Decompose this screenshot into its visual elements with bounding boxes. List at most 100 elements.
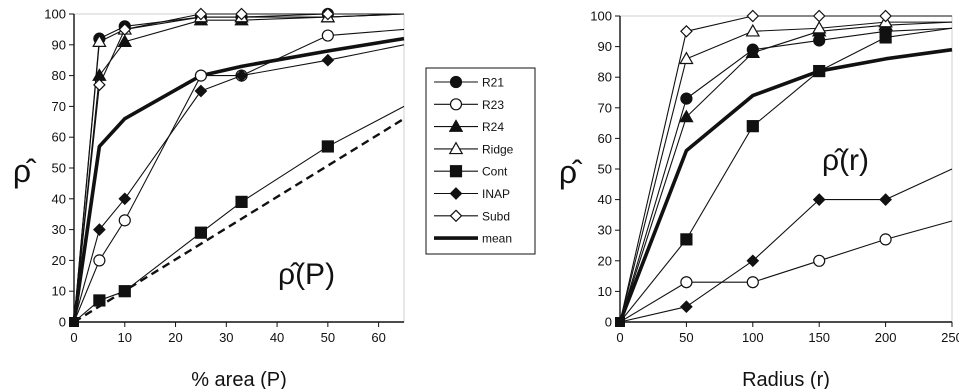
- left-annotation: ρ̂(P): [278, 258, 335, 291]
- right-point-inap: [879, 193, 892, 206]
- left-point-ridge: [92, 34, 107, 47]
- right-point-cont: [746, 120, 759, 133]
- left-series-line-ridge: [73, 13, 405, 323]
- left-x-tick-label: 0: [70, 330, 77, 345]
- legend-label-r21: R21: [482, 76, 504, 90]
- left-point-r23: [93, 254, 106, 267]
- left-x-tick-label: 20: [168, 330, 182, 345]
- right-x-tick-label: 150: [808, 330, 830, 345]
- left-point-cont: [194, 226, 208, 239]
- right-annotation: ρ̂(r): [822, 144, 869, 177]
- legend-marker-r21: [449, 75, 463, 89]
- left-y-tick-label: 80: [52, 68, 66, 83]
- legend-label-r23: R23: [482, 98, 504, 112]
- right-point-r23: [813, 254, 826, 267]
- left-y-tick-label: 50: [52, 161, 66, 176]
- right-y-tick-label: 90: [598, 39, 612, 54]
- right-y-tick-label: 0: [605, 315, 612, 330]
- left-x-tick-label: 50: [321, 330, 335, 345]
- right-y-tick-label: 100: [590, 9, 612, 24]
- right-y-tick-label: 30: [598, 223, 612, 238]
- right-point-inap: [812, 193, 826, 206]
- left-y-tick-label: 10: [52, 284, 66, 299]
- right-point-r21: [680, 92, 693, 105]
- left-y-tick-label: 0: [59, 315, 66, 330]
- legend-label-inap: INAP: [482, 187, 510, 201]
- left-x-tick-label: 30: [219, 330, 233, 345]
- left-point-subd: [235, 7, 248, 21]
- chart-rho-vs-radius: 0 10 20 30 40 50 60 70 80 90 100 0 50 100 150 200 250 Rad…: [559, 9, 959, 389]
- right-point-subd: [746, 9, 760, 23]
- right-point-r24: [679, 109, 694, 123]
- right-origin-point: [615, 317, 625, 327]
- right-y-tick-label: 80: [598, 70, 612, 85]
- right-point-cont: [879, 31, 892, 44]
- left-point-inap: [235, 69, 248, 82]
- right-point-subd: [812, 9, 826, 23]
- left-y-tick-label: 30: [52, 222, 66, 237]
- right-y-tick-label: 60: [598, 131, 612, 146]
- legend-label-ridge: Ridge: [482, 142, 514, 156]
- left-point-inap: [118, 192, 132, 206]
- left-point-cont: [118, 285, 131, 298]
- right-series-line-r21: [619, 27, 953, 323]
- right-point-inap: [746, 254, 760, 268]
- legend-label-cont: Cont: [482, 165, 508, 179]
- left-point-r23: [321, 29, 334, 42]
- legend-label-mean: mean: [482, 232, 512, 246]
- left-x-tick-label: 10: [118, 330, 132, 345]
- left-y-tick-label: 40: [52, 191, 66, 206]
- legend-label-subd: Subd: [482, 209, 510, 223]
- chart-rho-vs-area: 0 10 20 30 40 50 60 70 80 90 100 0 10 20 30 40 50 60 % are…: [13, 7, 405, 389]
- right-point-subd: [680, 24, 693, 38]
- right-series-line-mean: [618, 47, 953, 323]
- right-point-ridge: [811, 20, 827, 34]
- right-x-tick-label: 100: [742, 330, 764, 345]
- left-point-cont: [321, 140, 334, 153]
- right-point-ridge: [745, 23, 761, 37]
- right-point-subd: [879, 9, 892, 23]
- left-point-cont: [93, 294, 106, 307]
- right-x-tick-label: 50: [679, 330, 693, 345]
- right-x-axis-label: Radius (r): [742, 369, 830, 389]
- right-y-tick-label: 40: [598, 192, 612, 207]
- left-x-axis-label: % area (P): [191, 369, 287, 389]
- legend-marker-r23: [449, 98, 463, 111]
- left-origin-point: [69, 317, 79, 327]
- left-y-tick-label: 100: [44, 7, 66, 22]
- right-point-r24: [745, 45, 761, 58]
- left-series-line-inap: [73, 44, 405, 323]
- left-point-inap: [93, 223, 106, 236]
- right-y-tick-label: 10: [598, 284, 612, 299]
- left-series-line-r24: [73, 13, 405, 323]
- left-point-subd: [321, 7, 335, 21]
- legend-marker-subd: [449, 209, 463, 223]
- left-point-inap: [321, 53, 335, 67]
- left-y-tick-label: 90: [52, 37, 66, 52]
- left-point-r24: [117, 34, 133, 47]
- left-point-r23: [194, 69, 208, 82]
- left-point-subd: [194, 7, 208, 21]
- right-x-tick-label: 200: [875, 330, 897, 345]
- left-y-tick-label: 60: [52, 130, 66, 145]
- right-series-line-r23: [619, 220, 953, 323]
- left-series-line-r21: [73, 13, 404, 323]
- legend-marker-cont: [449, 165, 463, 178]
- right-point-inap: [680, 300, 693, 314]
- right-y-tick-label: 20: [598, 253, 612, 268]
- right-series-line-inap: [619, 168, 953, 323]
- right-point-ridge: [679, 51, 694, 65]
- right-point-r23: [746, 276, 759, 289]
- legend-marker-ridge: [448, 141, 464, 155]
- left-y-tick-label: 70: [52, 99, 66, 114]
- right-series-line-cont: [619, 27, 953, 323]
- right-point-r23: [680, 276, 693, 289]
- legend-label-r24: R24: [482, 120, 504, 134]
- legend: R21 R23 R24 Ridge Cont INAP Subd mean: [425, 67, 536, 255]
- left-point-cont: [235, 195, 248, 208]
- right-point-r21: [813, 34, 826, 47]
- left-point-subd: [118, 23, 132, 36]
- legend-marker-r24: [448, 119, 464, 132]
- right-series-line-subd: [619, 15, 952, 323]
